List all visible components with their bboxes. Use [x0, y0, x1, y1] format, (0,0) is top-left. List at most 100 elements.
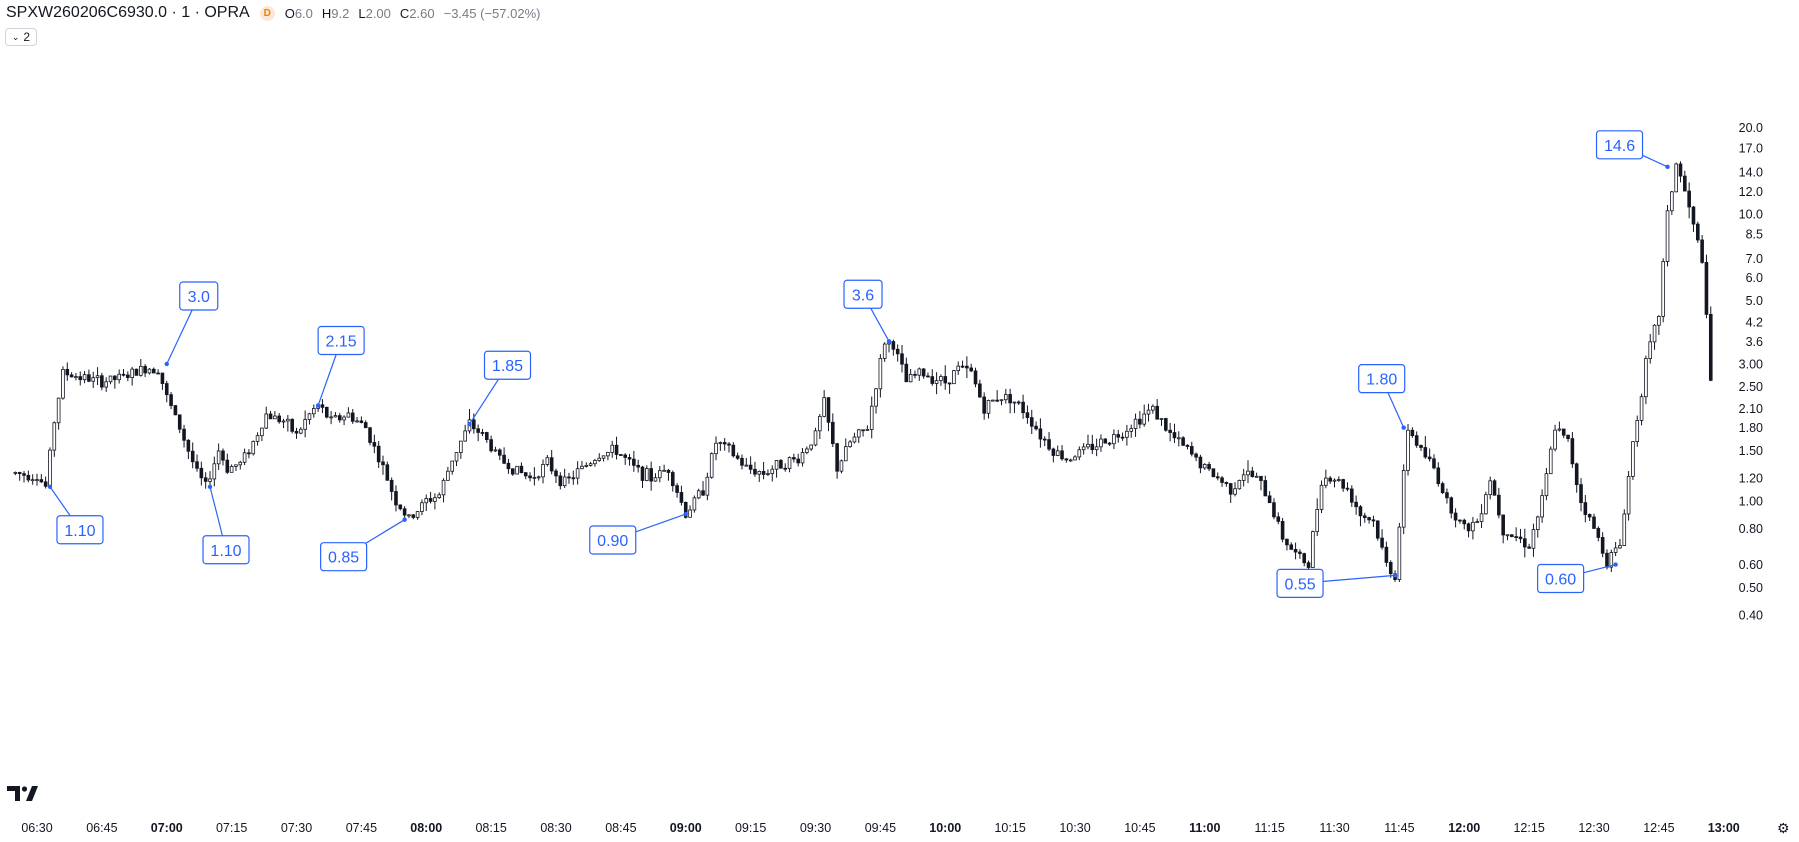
candle — [1674, 162, 1678, 193]
candle-body — [329, 416, 333, 419]
candle-body — [1151, 405, 1155, 411]
price-annotation[interactable]: 3.0 — [164, 281, 219, 367]
candle-body — [1259, 475, 1263, 481]
price-axis-label: 1.50 — [1739, 444, 1763, 458]
candle-body — [1345, 487, 1350, 490]
candle-body — [580, 465, 584, 470]
candle-body — [126, 374, 130, 378]
price-annotation[interactable]: 1.10 — [202, 484, 250, 565]
candle-body — [1687, 190, 1691, 208]
price-annotation[interactable]: 0.90 — [589, 511, 688, 555]
candle-body — [1683, 175, 1687, 192]
candle-body — [1021, 401, 1025, 414]
candle-body — [1311, 531, 1315, 568]
candle-body — [1237, 480, 1242, 490]
candle — [1272, 498, 1276, 520]
candle-body — [303, 419, 307, 430]
time-axis: 06:30 06:45 07:00 07:15 07:30 07:45 08:00 08:15… — [21, 821, 1739, 835]
candle — [532, 467, 537, 486]
candle-body — [1704, 261, 1709, 315]
annotation-label: 1.10 — [210, 543, 241, 560]
candle — [969, 363, 973, 373]
candle-body — [744, 464, 749, 467]
candle — [130, 366, 134, 386]
candle — [696, 488, 701, 500]
candle — [796, 453, 800, 467]
candle — [874, 387, 878, 414]
time-axis-label: 10:45 — [1124, 821, 1155, 835]
candle — [156, 369, 160, 375]
candle — [965, 356, 969, 379]
candle-body — [376, 445, 381, 463]
annotation-label: 14.6 — [1604, 138, 1635, 155]
candle — [1561, 428, 1566, 439]
candle-body — [320, 404, 325, 408]
candle — [1120, 432, 1125, 441]
candle-body — [459, 440, 463, 453]
candle — [350, 409, 355, 424]
candle-body — [52, 422, 57, 451]
candle-body — [1241, 474, 1246, 481]
candle — [1337, 476, 1341, 482]
candle — [1073, 455, 1077, 461]
candle — [1371, 515, 1376, 527]
candle — [1410, 427, 1415, 438]
candle — [1570, 432, 1575, 468]
candle — [1302, 552, 1307, 567]
candle-body — [363, 422, 368, 429]
candle-body — [156, 372, 160, 375]
candle-body — [1449, 497, 1454, 514]
annotation-anchor-point — [402, 517, 407, 522]
price-axis-label: 0.80 — [1739, 522, 1763, 536]
price-annotation[interactable]: 0.60 — [1537, 562, 1618, 594]
collapse-indicators-button[interactable]: ⌄ 2 — [5, 28, 37, 46]
data-status-badge[interactable]: D — [259, 5, 275, 21]
candle-body — [735, 455, 740, 459]
settings-gear-icon[interactable]: ⚙ — [1777, 820, 1790, 836]
price-annotation[interactable]: 1.85 — [467, 350, 532, 427]
candle-body — [242, 452, 247, 463]
candle-body — [908, 373, 913, 383]
time-axis-label: 07:45 — [346, 821, 377, 835]
price-annotation[interactable]: 0.85 — [320, 517, 407, 572]
candle — [1553, 424, 1557, 452]
candle-body — [497, 449, 502, 456]
price-annotation[interactable]: 0.55 — [1276, 568, 1398, 598]
candle-body — [203, 477, 208, 482]
candle — [761, 461, 766, 480]
candle-body — [1367, 517, 1371, 521]
candle-body — [1358, 506, 1363, 517]
candle-body — [173, 405, 178, 416]
candle-body — [1302, 553, 1307, 564]
price-axis-label: 1.80 — [1739, 421, 1763, 435]
candle-body — [61, 369, 65, 399]
price-annotation[interactable]: 2.15 — [315, 325, 365, 408]
candle — [1215, 472, 1220, 481]
price-annotation[interactable]: 1.10 — [47, 484, 104, 545]
candle-body — [1579, 484, 1583, 504]
candle — [1458, 519, 1462, 524]
candle — [1164, 417, 1168, 432]
candle — [251, 440, 256, 456]
time-axis-label: 09:45 — [865, 821, 896, 835]
price-annotation[interactable]: 14.6 — [1595, 130, 1670, 170]
price-annotation[interactable]: 3.6 — [843, 279, 892, 344]
candle-body — [424, 498, 429, 504]
tradingview-logo[interactable] — [7, 786, 39, 806]
candle — [1362, 512, 1367, 523]
time-axis-label: 12:15 — [1513, 821, 1544, 835]
candle — [1548, 446, 1553, 475]
price-annotation[interactable]: 1.80 — [1358, 364, 1406, 430]
candle-body — [1544, 473, 1549, 497]
candle-body — [856, 429, 861, 438]
high-value: H9.2 — [321, 5, 350, 21]
symbol-title[interactable]: SPXW260206C6930.0 · 1 · OPRA — [6, 4, 250, 21]
candle-body — [1479, 513, 1484, 523]
candle-body — [337, 415, 342, 421]
candle — [580, 461, 584, 470]
candle — [1012, 401, 1017, 413]
candle-body — [247, 452, 251, 455]
candle-body — [662, 469, 666, 472]
candle — [536, 475, 541, 481]
